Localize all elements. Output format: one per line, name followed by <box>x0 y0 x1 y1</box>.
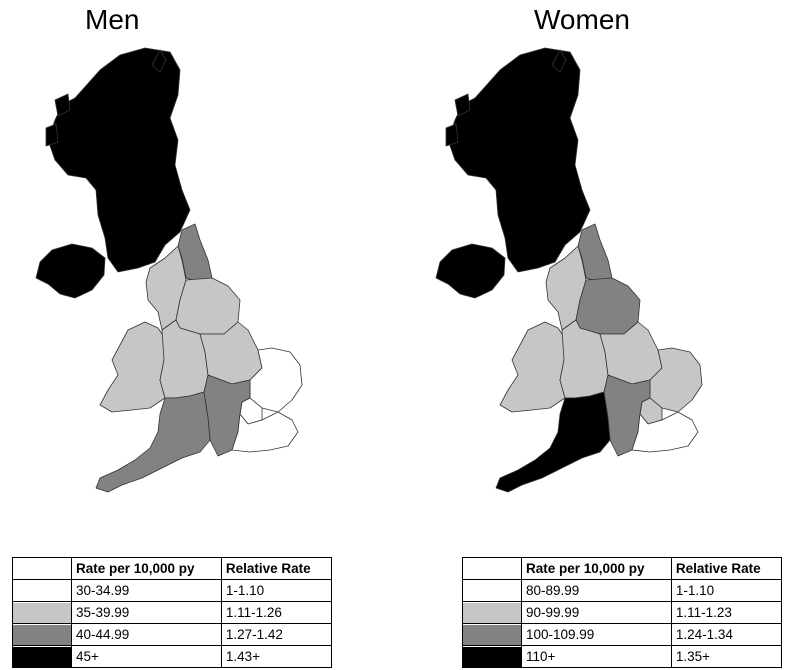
legend-row: 40-44.99 1.27-1.42 <box>12 623 333 646</box>
region-scotland-islands-w2 <box>445 123 459 147</box>
legend-row: 100-109.99 1.24-1.34 <box>462 623 783 646</box>
legend-rate: 80-89.99 <box>521 579 672 602</box>
men-uk-region-map <box>35 47 303 493</box>
legend-swatch <box>13 602 71 623</box>
legend-row: 45+ 1.43+ <box>12 645 333 668</box>
legend-rate: 110+ <box>521 645 672 668</box>
region-scotland-islands-w <box>454 93 471 117</box>
legend-relative-rate: 1.24-1.34 <box>670 623 783 646</box>
legend-row: 80-89.99 1-1.10 <box>462 579 783 602</box>
region-northern-ireland <box>35 243 106 299</box>
men-legend-table: Rate per 10,000 py Relative Rate 30-34.9… <box>12 557 333 668</box>
legend-rate: 100-109.99 <box>521 623 672 646</box>
women-uk-region-map <box>435 47 703 493</box>
legend-header-row: Rate per 10,000 py Relative Rate <box>462 557 783 580</box>
legend-swatch <box>13 646 71 667</box>
region-yorkshire <box>575 277 641 335</box>
region-wales <box>99 321 167 413</box>
region-south-west <box>95 391 211 493</box>
legend-rate: 45+ <box>71 645 222 668</box>
legend-header-rate: Rate per 10,000 py <box>521 557 672 580</box>
region-south-coast <box>231 411 299 453</box>
region-south-west <box>495 391 611 493</box>
men-panel-title: Men <box>85 4 140 35</box>
legend-swatch <box>463 602 521 623</box>
legend-row: 35-39.99 1.11-1.26 <box>12 601 333 624</box>
legend-relative-rate: 1-1.10 <box>670 579 783 602</box>
legend-rate: 30-34.99 <box>71 579 222 602</box>
region-scotland-islands-n <box>151 49 167 73</box>
region-yorkshire <box>175 277 241 335</box>
region-scotland <box>47 47 191 273</box>
legend-relative-rate: 1.11-1.26 <box>220 601 333 624</box>
legend-header-swatch <box>462 557 522 580</box>
legend-header-relative: Relative Rate <box>220 557 333 580</box>
region-scotland <box>447 47 591 273</box>
legend-swatch <box>463 580 521 601</box>
women-panel-title: Women <box>534 4 630 35</box>
legend-swatch <box>13 580 71 601</box>
legend-rate: 40-44.99 <box>71 623 222 646</box>
legend-header-row: Rate per 10,000 py Relative Rate <box>12 557 333 580</box>
region-northern-ireland <box>435 243 506 299</box>
women-legend-table: Rate per 10,000 py Relative Rate 80-89.9… <box>462 557 783 668</box>
legend-swatch <box>463 646 521 667</box>
legend-header-rate: Rate per 10,000 py <box>71 557 222 580</box>
legend-row: 90-99.99 1.11-1.23 <box>462 601 783 624</box>
legend-relative-rate: 1.11-1.23 <box>670 601 783 624</box>
legend-row: 30-34.99 1-1.10 <box>12 579 333 602</box>
region-south-coast <box>631 411 699 453</box>
legend-swatch <box>463 624 521 645</box>
legend-header-relative: Relative Rate <box>670 557 783 580</box>
region-scotland-islands-w <box>54 93 71 117</box>
region-wales <box>499 321 567 413</box>
legend-row: 110+ 1.35+ <box>462 645 783 668</box>
region-scotland-islands-n <box>551 49 567 73</box>
legend-header-swatch <box>12 557 72 580</box>
region-scotland-islands-w2 <box>45 123 59 147</box>
legend-rate: 35-39.99 <box>71 601 222 624</box>
legend-rate: 90-99.99 <box>521 601 672 624</box>
legend-relative-rate: 1.35+ <box>670 645 783 668</box>
legend-relative-rate: 1.43+ <box>220 645 333 668</box>
legend-swatch <box>13 624 71 645</box>
legend-relative-rate: 1-1.10 <box>220 579 333 602</box>
legend-relative-rate: 1.27-1.42 <box>220 623 333 646</box>
